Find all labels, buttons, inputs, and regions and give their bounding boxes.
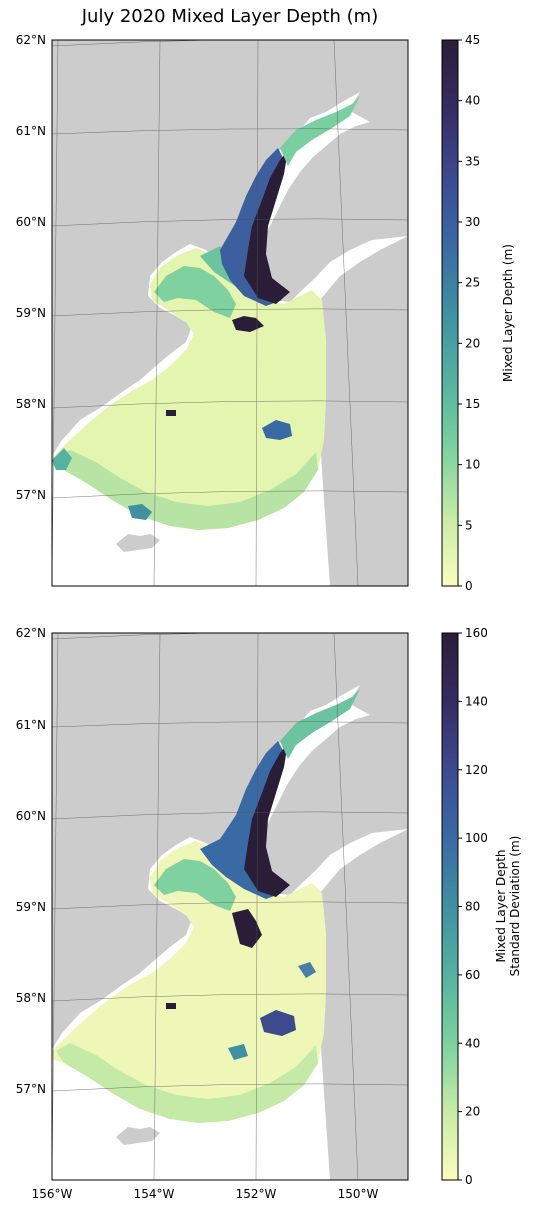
land-kenai-coast — [312, 236, 408, 586]
lat-tick-label: 61°N — [16, 124, 46, 138]
graticule — [52, 633, 408, 1180]
colorbar-label-line: Standard Deviation (m) — [508, 836, 522, 977]
colorbar-label: Mixed Layer Depth (m) — [501, 244, 515, 382]
colorbar-tick-label: 30 — [465, 215, 480, 229]
colorbar-tick-label: 40 — [465, 94, 480, 108]
mld-std-field — [52, 689, 360, 1123]
colorbar-label-line: Mixed Layer Depth (m) — [501, 244, 515, 382]
lon-tick-label: 150°W — [338, 1187, 379, 1201]
lon-axis-labels: 156°W 154°W 152°W 150°W — [32, 1187, 379, 1201]
colorbar-tick-label: 10 — [465, 458, 480, 472]
lat-tick-label: 58°N — [16, 397, 46, 411]
lat-tick-label: 62°N — [16, 626, 46, 640]
land-trinity — [116, 1127, 160, 1145]
colorbar-label-line: Mixed Layer Depth — [494, 849, 508, 962]
lat-tick-label: 62°N — [16, 33, 46, 47]
colorbar-tick-label: 140 — [465, 694, 488, 708]
colorbar-tick-label: 20 — [465, 1105, 480, 1119]
lat-tick-label: 57°N — [16, 1082, 46, 1096]
lat-tick-label: 60°N — [16, 809, 46, 823]
colorbar-gradient — [441, 632, 459, 1181]
map-frame — [51, 39, 409, 587]
land-kenai-coast — [312, 829, 408, 1180]
lon-tick-label: 152°W — [236, 1187, 277, 1201]
mld-field — [52, 96, 360, 530]
map-panel-mean: 62°N 61°N 60°N 59°N 58°N 57°N — [16, 33, 409, 587]
colorbar-tick-label: 0 — [465, 1173, 473, 1187]
lat-tick-label: 59°N — [16, 900, 46, 914]
colorbar-tick-label: 100 — [465, 831, 488, 845]
colorbar-gradient — [441, 39, 459, 587]
colorbar-tick-label: 80 — [465, 900, 480, 914]
lat-tick-label: 60°N — [16, 215, 46, 229]
colorbar-mean: 45 40 35 30 25 20 15 10 5 0 Mixed Layer Depth (m) — [441, 33, 515, 593]
colorbar-tick-label: 40 — [465, 1036, 480, 1050]
figure-title: July 2020 Mixed Layer Depth (m) — [81, 6, 379, 27]
lat-axis-labels: 62°N 61°N 60°N 59°N 58°N 57°N — [16, 33, 46, 502]
lon-tick-label: 156°W — [32, 1187, 73, 1201]
lat-axis-labels: 62°N 61°N 60°N 59°N 58°N 57°N — [16, 626, 46, 1096]
colorbar-tick-label: 0 — [465, 579, 473, 593]
colorbar-ticks: 45 40 35 30 25 20 15 10 5 0 — [458, 33, 480, 593]
colorbar-tick-label: 25 — [465, 276, 480, 290]
colorbar-tick-label: 20 — [465, 336, 480, 350]
map-frame — [51, 632, 409, 1181]
colorbar-tick-label: 160 — [465, 626, 488, 640]
colorbar-tick-label: 45 — [465, 33, 480, 47]
map-panel-stddev: 62°N 61°N 60°N 59°N 58°N 57°N 156°W 154°W 152°W… — [16, 626, 409, 1201]
lat-tick-label: 61°N — [16, 718, 46, 732]
lon-tick-label: 154°W — [134, 1187, 175, 1201]
lat-tick-label: 59°N — [16, 306, 46, 320]
colorbar-tick-label: 15 — [465, 397, 480, 411]
colorbar-ticks: 160 140 120 100 80 60 40 20 0 — [458, 626, 488, 1187]
colorbar-stddev: 160 140 120 100 80 60 40 20 0 Mixed Layer DepthS… — [441, 626, 522, 1187]
colorbar-tick-label: 35 — [465, 154, 480, 168]
colorbar-label: Mixed Layer DepthStandard Deviation (m) — [494, 836, 522, 977]
land-trinity — [116, 534, 160, 552]
colorbar-tick-label: 5 — [465, 518, 473, 532]
graticule — [52, 40, 408, 586]
lat-tick-label: 58°N — [16, 991, 46, 1005]
colorbar-tick-label: 120 — [465, 763, 488, 777]
colorbar-tick-label: 60 — [465, 968, 480, 982]
lat-tick-label: 57°N — [16, 488, 46, 502]
